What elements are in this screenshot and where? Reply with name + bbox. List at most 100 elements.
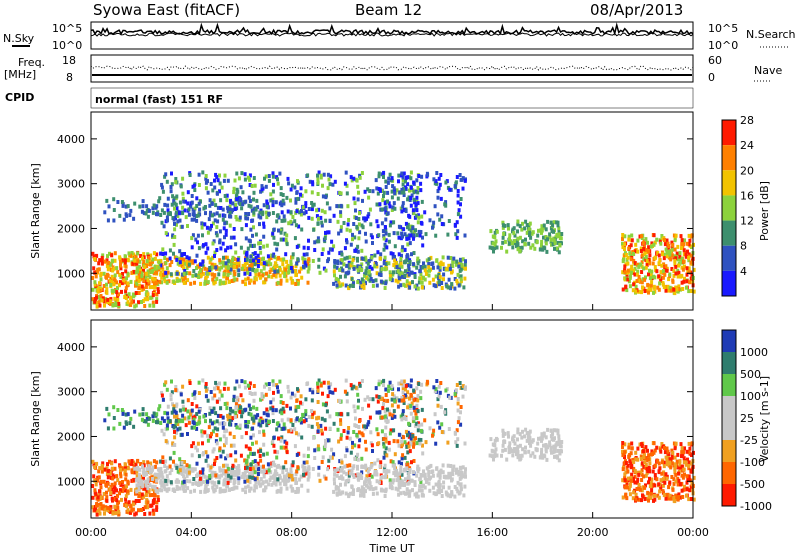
power-cell	[296, 179, 299, 184]
power-cell	[339, 228, 343, 233]
power-cell	[222, 226, 226, 231]
velocity-cell	[146, 460, 150, 465]
power-cell	[687, 269, 691, 274]
power-cell	[244, 223, 248, 228]
velocity-cell	[106, 462, 109, 467]
power-cell	[683, 238, 686, 243]
power-cell	[407, 236, 411, 241]
power-cell	[158, 196, 162, 201]
power-cell	[222, 178, 226, 183]
power-cell	[246, 175, 250, 180]
power-cell	[640, 234, 644, 239]
velocity-cell	[222, 482, 226, 487]
velocity-cell	[280, 418, 284, 423]
power-cell	[120, 281, 124, 286]
power-cell	[201, 170, 205, 175]
power-cell	[244, 236, 248, 241]
power-cell	[153, 285, 157, 290]
velocity-cell	[151, 465, 155, 470]
power-cell	[320, 223, 324, 228]
velocity-cell	[93, 488, 97, 493]
power-cell	[254, 207, 258, 212]
velocity-cell	[463, 484, 467, 489]
power-cell	[640, 290, 643, 295]
velocity-cell	[144, 493, 148, 497]
power-cell	[137, 291, 141, 295]
velocity-cell	[151, 487, 155, 492]
velocity-cell	[261, 481, 265, 486]
power-cell	[193, 206, 197, 211]
power-cell	[300, 227, 304, 232]
power-cell	[557, 250, 561, 255]
power-cell	[356, 244, 360, 249]
velocity-cell	[356, 472, 360, 477]
power-cell	[424, 232, 428, 237]
power-cell	[137, 286, 141, 291]
velocity-cell	[456, 469, 460, 474]
velocity-cell	[560, 440, 564, 444]
power-cell	[218, 281, 222, 286]
power-cell	[401, 274, 404, 279]
power-cell	[448, 187, 452, 192]
power-cell	[103, 210, 107, 215]
power-cell	[629, 267, 633, 272]
power-cell	[653, 265, 657, 269]
power-cell	[406, 197, 410, 202]
velocity-cell	[120, 466, 124, 471]
velocity-cell	[415, 441, 419, 446]
velocity-cell	[106, 505, 110, 510]
velocity-cell	[335, 491, 339, 496]
power-cell	[289, 259, 293, 264]
velocity-cell	[677, 492, 681, 497]
velocity-cell	[182, 488, 186, 493]
velocity-cell	[321, 391, 324, 396]
velocity-cell	[284, 475, 288, 480]
velocity-cell	[536, 441, 540, 446]
velocity-cell	[361, 406, 364, 411]
power-cell	[340, 252, 344, 257]
velocity-cell	[639, 470, 643, 475]
power-cell	[665, 268, 669, 273]
velocity-cell	[175, 430, 178, 435]
velocity-cell	[388, 485, 392, 490]
velocity-cell	[124, 494, 128, 499]
velocity-cell	[324, 403, 328, 408]
velocity-cell	[153, 493, 157, 498]
power-cell	[304, 201, 308, 206]
velocity-cell	[630, 446, 634, 451]
velocity-cell	[552, 446, 556, 451]
velocity-cell	[96, 495, 100, 500]
power-cell	[99, 277, 103, 282]
colorbar-segment	[722, 145, 736, 171]
power-cell	[155, 204, 159, 209]
velocity-cell	[94, 508, 98, 513]
velocity-cell	[503, 447, 507, 452]
power-cell	[634, 289, 638, 294]
velocity-cell	[300, 401, 304, 406]
power-cell	[310, 207, 314, 212]
velocity-cell	[131, 469, 135, 474]
power-cell	[459, 202, 462, 207]
power-cell	[456, 272, 460, 277]
power-cell	[142, 211, 146, 216]
power-cell	[172, 199, 176, 204]
power-cell	[117, 292, 120, 297]
velocity-cell	[209, 465, 213, 470]
power-cell	[665, 250, 669, 255]
velocity-cell	[293, 427, 297, 432]
velocity-cell	[456, 480, 460, 485]
power-cell	[424, 272, 428, 276]
velocity-cell	[402, 490, 406, 495]
velocity-cell	[140, 482, 144, 486]
velocity-cell	[141, 464, 144, 469]
velocity-cell	[203, 474, 207, 479]
power-cell	[648, 253, 652, 258]
power-cell	[203, 279, 207, 284]
power-cell	[181, 196, 185, 201]
power-cell	[142, 252, 146, 257]
velocity-cell	[408, 493, 412, 498]
power-cell	[166, 258, 170, 263]
power-cell	[683, 264, 686, 269]
power-cell	[431, 277, 435, 282]
velocity-cell	[490, 454, 494, 459]
